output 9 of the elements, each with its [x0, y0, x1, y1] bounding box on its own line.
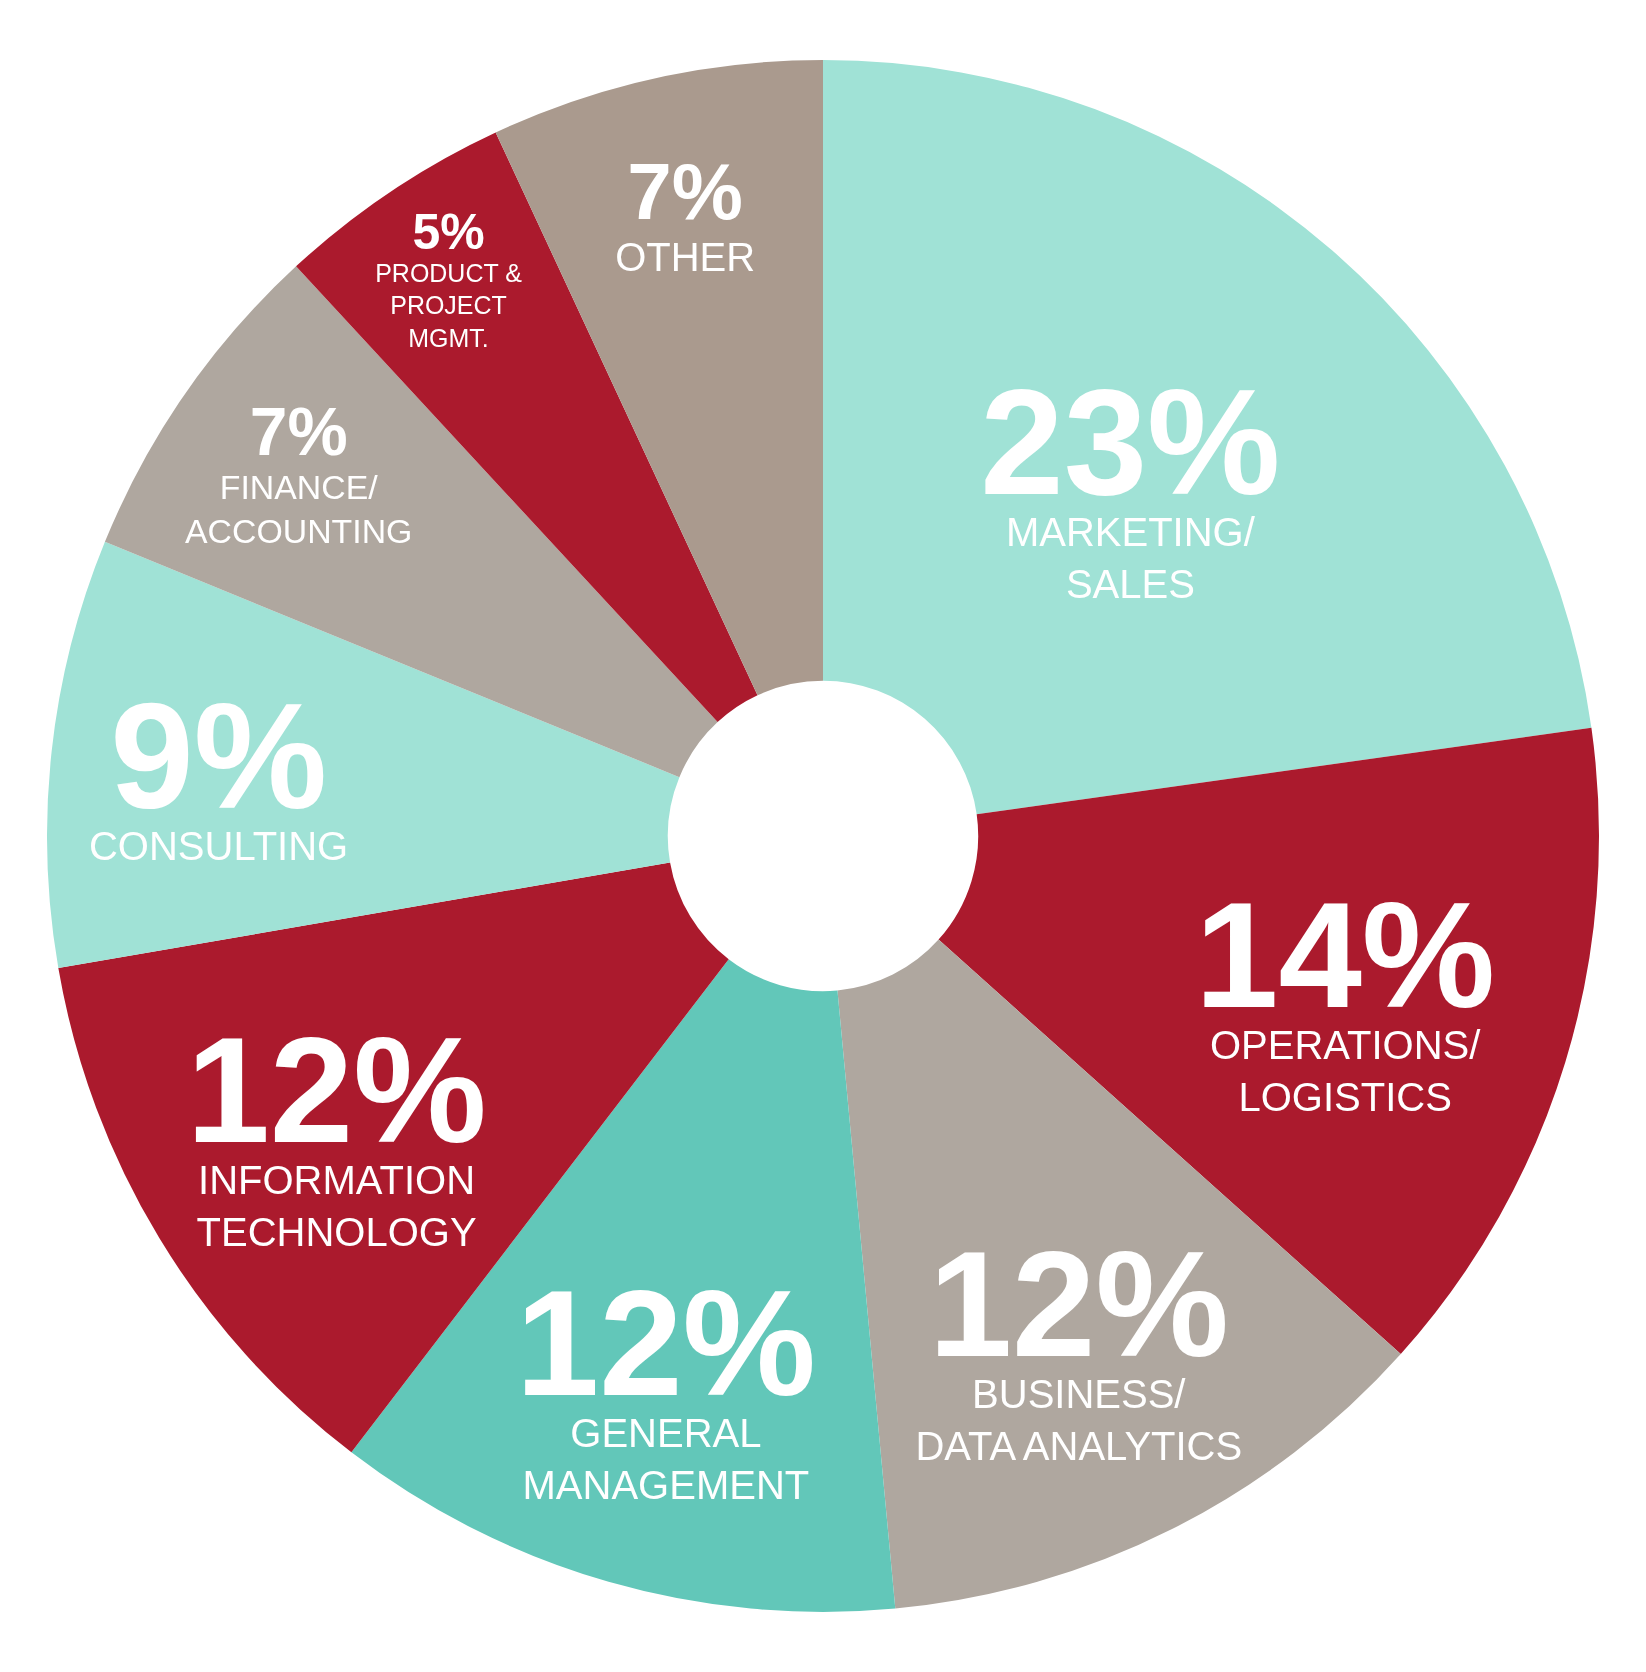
- donut-slice: [938, 727, 1599, 1355]
- data-label: 7%: [249, 394, 348, 470]
- data-label: 7%: [627, 146, 743, 236]
- donut-slice: [823, 60, 1592, 815]
- slice-label: OTHER: [615, 234, 756, 279]
- slice-label: FINANCE/ ACCOUNTING: [184, 468, 413, 551]
- donut-slice: [48, 541, 680, 969]
- slice-label: PRODUCT & PROJECT MGMT.: [375, 258, 523, 352]
- data-label: 5%: [412, 204, 485, 261]
